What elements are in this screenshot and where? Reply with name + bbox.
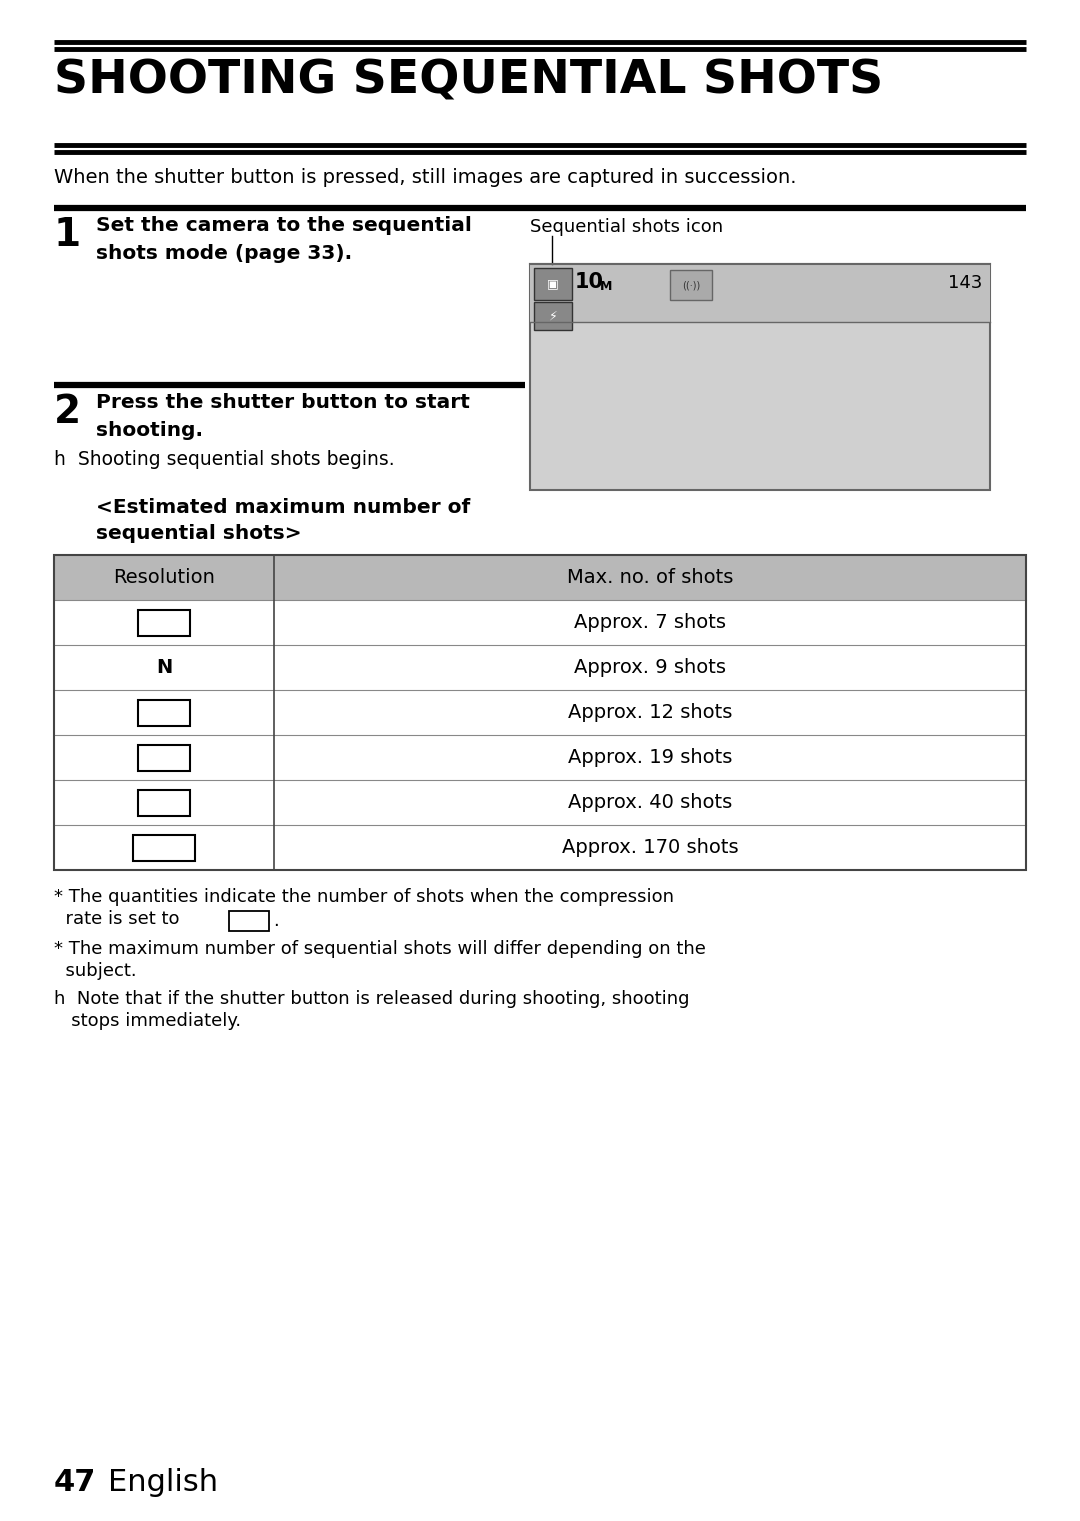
Text: Set the camera to the sequential: Set the camera to the sequential — [96, 216, 472, 236]
Bar — [229, 911, 269, 931]
Text: 10: 10 — [575, 272, 604, 292]
Text: h  Shooting sequential shots begins.: h Shooting sequential shots begins. — [54, 450, 394, 468]
Text: FINE: FINE — [233, 914, 265, 928]
Text: 143: 143 — [947, 274, 982, 292]
Text: 6: 6 — [153, 701, 166, 719]
Bar — [534, 268, 572, 300]
Text: M: M — [168, 756, 181, 770]
Bar — [54, 555, 1026, 870]
Text: M: M — [168, 802, 181, 814]
Text: 10: 10 — [147, 611, 174, 630]
Bar — [534, 303, 572, 330]
Bar — [54, 691, 1026, 735]
Text: <Estimated maximum number of: <Estimated maximum number of — [96, 497, 470, 517]
Bar — [530, 265, 990, 490]
Text: rate is set to: rate is set to — [54, 910, 186, 928]
Text: Approx. 7 shots: Approx. 7 shots — [573, 613, 726, 633]
Text: ⚡: ⚡ — [549, 309, 557, 322]
Text: Approx. 40 shots: Approx. 40 shots — [568, 792, 732, 812]
Text: shots mode (page 33).: shots mode (page 33). — [96, 243, 352, 263]
Text: M: M — [168, 710, 181, 724]
Text: .: . — [273, 913, 279, 929]
Text: Resolution: Resolution — [113, 567, 215, 587]
Bar — [530, 265, 990, 322]
Text: 4: 4 — [153, 745, 166, 765]
Text: * The quantities indicate the number of shots when the compression: * The quantities indicate the number of … — [54, 888, 674, 907]
Text: 0.3: 0.3 — [143, 837, 177, 855]
Text: Press the shutter button to start: Press the shutter button to start — [96, 392, 470, 412]
Text: English: English — [108, 1468, 218, 1497]
Bar — [54, 735, 1026, 780]
Text: When the shutter button is pressed, still images are captured in succession.: When the shutter button is pressed, stil… — [54, 167, 797, 187]
Text: sequential shots>: sequential shots> — [96, 525, 301, 543]
Text: Approx. 19 shots: Approx. 19 shots — [568, 748, 732, 767]
Bar — [133, 835, 195, 861]
Text: Approx. 9 shots: Approx. 9 shots — [573, 659, 726, 677]
Text: Approx. 12 shots: Approx. 12 shots — [568, 703, 732, 722]
Bar — [54, 645, 1026, 691]
Text: ((·)): ((·)) — [681, 280, 700, 291]
Text: N: N — [156, 659, 172, 677]
Text: M: M — [174, 621, 187, 634]
Bar — [138, 744, 190, 771]
Bar — [670, 271, 712, 300]
Text: stops immediately.: stops immediately. — [54, 1011, 241, 1030]
Text: Max. no. of shots: Max. no. of shots — [567, 567, 733, 587]
Bar — [138, 789, 190, 815]
Bar — [138, 700, 190, 726]
Text: ▣: ▣ — [548, 277, 558, 291]
Text: M: M — [600, 280, 612, 294]
Bar — [54, 555, 1026, 599]
Text: 1: 1 — [54, 216, 81, 254]
Text: * The maximum number of sequential shots will differ depending on the: * The maximum number of sequential shots… — [54, 940, 706, 958]
Text: shooting.: shooting. — [96, 421, 203, 440]
Text: subject.: subject. — [54, 961, 137, 980]
Bar — [138, 610, 190, 636]
Bar — [54, 780, 1026, 824]
Bar — [54, 824, 1026, 870]
Text: 2: 2 — [54, 392, 81, 430]
Text: 47: 47 — [54, 1468, 96, 1497]
Text: M: M — [179, 846, 191, 859]
Bar — [54, 599, 1026, 645]
Text: Sequential shots icon: Sequential shots icon — [530, 218, 724, 236]
Text: 2: 2 — [153, 791, 166, 811]
Text: Approx. 170 shots: Approx. 170 shots — [562, 838, 739, 856]
Text: h  Note that if the shutter button is released during shooting, shooting: h Note that if the shutter button is rel… — [54, 990, 689, 1008]
Text: SHOOTING SEQUENTIAL SHOTS: SHOOTING SEQUENTIAL SHOTS — [54, 58, 883, 103]
